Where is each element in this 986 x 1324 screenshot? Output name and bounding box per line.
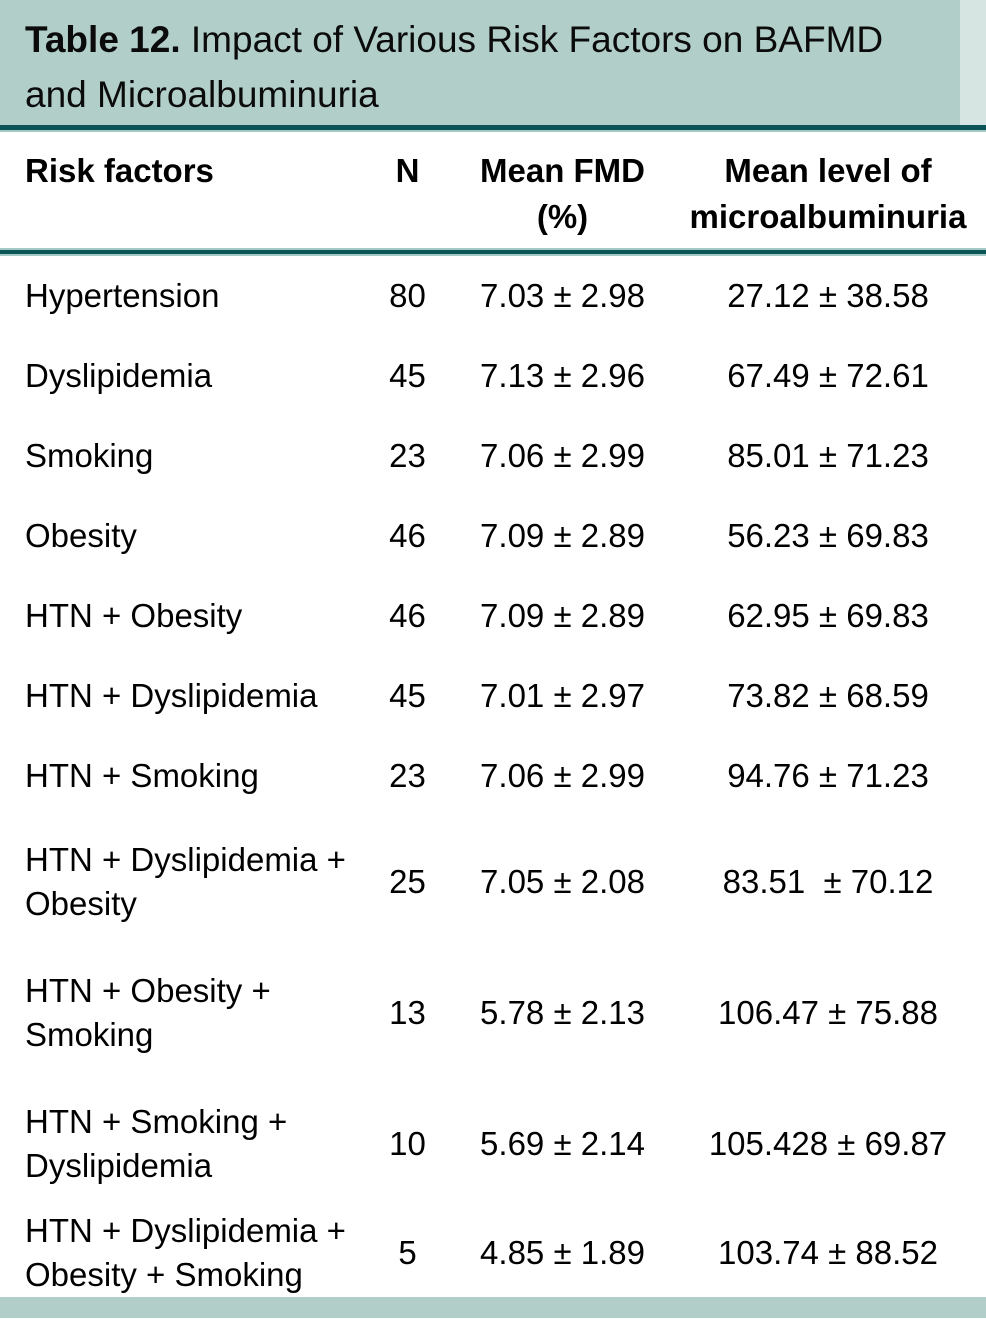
column-header-row: Risk factors N Mean FMD (%) Mean level o…: [0, 132, 986, 248]
table-body: Hypertension 80 7.03 ± 2.98 27.12 ± 38.5…: [0, 256, 986, 1297]
table-row: HTN + Dyslipidemia 45 7.01 ± 2.97 73.82 …: [0, 656, 986, 736]
column-header-mean-fmd: Mean FMD (%): [480, 152, 645, 235]
table-row: HTN + Obesity 46 7.09 ± 2.89 62.95 ± 69.…: [0, 576, 986, 656]
table-title-band: Table 12. Impact of Various Risk Factors…: [0, 0, 986, 125]
mean-fmd-cell: 5.69 ± 2.14: [480, 1124, 645, 1162]
risk-factor-cell: HTN + Dyslipidemia + Obesity: [25, 840, 346, 922]
risk-factor-cell: HTN + Smoking: [25, 757, 259, 794]
risk-factor-cell: HTN + Obesity: [25, 597, 243, 634]
mean-fmd-cell: 7.06 ± 2.99: [480, 437, 645, 474]
microalbuminuria-cell: 56.23 ± 69.83: [727, 517, 929, 554]
microalbuminuria-cell: 94.76 ± 71.23: [727, 757, 929, 794]
n-cell: 46: [389, 597, 426, 634]
table-number: Table 12.: [25, 19, 181, 60]
microalbuminuria-cell: 83.51 ± 70.12: [722, 862, 934, 900]
microalbuminuria-cell: 67.49 ± 72.61: [727, 357, 929, 394]
risk-factor-cell: HTN + Obesity + Smoking: [25, 971, 271, 1053]
columns-divider-rule: [0, 248, 986, 256]
table-row: HTN + Smoking 23 7.06 ± 2.99 94.76 ± 71.…: [0, 736, 986, 816]
column-header-risk-factors: Risk factors: [25, 152, 214, 189]
microalbuminuria-cell: 62.95 ± 69.83: [727, 597, 929, 634]
mean-fmd-cell: 7.01 ± 2.97: [480, 677, 645, 714]
microalbuminuria-cell: 85.01 ± 71.23: [727, 437, 929, 474]
risk-factor-cell: HTN + Dyslipidemia: [25, 677, 318, 714]
table-title-text: Impact of Various Risk Factors on BAFMD: [180, 19, 884, 60]
table-row: Dyslipidemia 45 7.13 ± 2.96 67.49 ± 72.6…: [0, 336, 986, 416]
n-cell: 23: [389, 757, 426, 794]
microalbuminuria-cell: 105.428 ± 69.87: [708, 1124, 948, 1162]
n-cell: 13: [389, 993, 426, 1031]
risk-factor-cell: Hypertension: [25, 277, 220, 314]
table-title-line1: Table 12. Impact of Various Risk Factors…: [25, 12, 961, 67]
table-row: HTN + Smoking + Dyslipidemia 10 5.69 ± 2…: [0, 1078, 986, 1209]
mean-fmd-cell: 7.05 ± 2.08: [480, 862, 645, 900]
microalbuminuria-cell: 73.82 ± 68.59: [727, 677, 929, 714]
table-row: HTN + Obesity + Smoking 13 5.78 ± 2.13 1…: [0, 947, 986, 1078]
n-cell: 25: [389, 862, 426, 900]
mean-fmd-cell: 7.06 ± 2.99: [480, 757, 645, 794]
risk-factor-cell: Smoking: [25, 437, 154, 474]
microalbuminuria-cell: 106.47 ± 75.88: [718, 993, 938, 1031]
mean-fmd-cell: 5.78 ± 2.13: [480, 993, 645, 1031]
mean-fmd-cell: 7.13 ± 2.96: [480, 357, 645, 394]
n-cell: 5: [398, 1234, 417, 1271]
table-row: HTN + Dyslipidemia + Obesity + Smoking 5…: [0, 1209, 986, 1297]
risk-factor-cell: HTN + Dyslipidemia + Obesity + Smoking: [25, 1212, 346, 1293]
column-header-n: N: [395, 152, 420, 189]
n-cell: 80: [389, 277, 426, 314]
table-row: HTN + Dyslipidemia + Obesity 25 7.05 ± 2…: [0, 816, 986, 947]
n-cell: 46: [389, 517, 426, 554]
column-header-mean-microalbuminuria: Mean level of microalbuminuria: [689, 152, 967, 235]
risk-factor-cell: HTN + Smoking + Dyslipidemia: [25, 1102, 288, 1184]
header-divider-rule: [0, 125, 986, 132]
bottom-bar: [0, 1297, 986, 1318]
table-row: Obesity 46 7.09 ± 2.89 56.23 ± 69.83: [0, 496, 986, 576]
risk-factor-cell: Obesity: [25, 517, 137, 554]
microalbuminuria-cell: 103.74 ± 88.52: [718, 1234, 938, 1271]
n-cell: 10: [389, 1124, 426, 1162]
n-cell: 23: [389, 437, 426, 474]
risk-factor-cell: Dyslipidemia: [25, 357, 213, 394]
mean-fmd-cell: 7.03 ± 2.98: [480, 277, 645, 314]
mean-fmd-cell: 7.09 ± 2.89: [480, 517, 645, 554]
microalbuminuria-cell: 27.12 ± 38.58: [727, 277, 929, 314]
table-title-line2: and Microalbuminuria: [25, 74, 379, 115]
mean-fmd-cell: 4.85 ± 1.89: [480, 1234, 645, 1271]
table-row: Smoking 23 7.06 ± 2.99 85.01 ± 71.23: [0, 416, 986, 496]
mean-fmd-cell: 7.09 ± 2.89: [480, 597, 645, 634]
table-row: Hypertension 80 7.03 ± 2.98 27.12 ± 38.5…: [0, 256, 986, 336]
n-cell: 45: [389, 677, 426, 714]
n-cell: 45: [389, 357, 426, 394]
